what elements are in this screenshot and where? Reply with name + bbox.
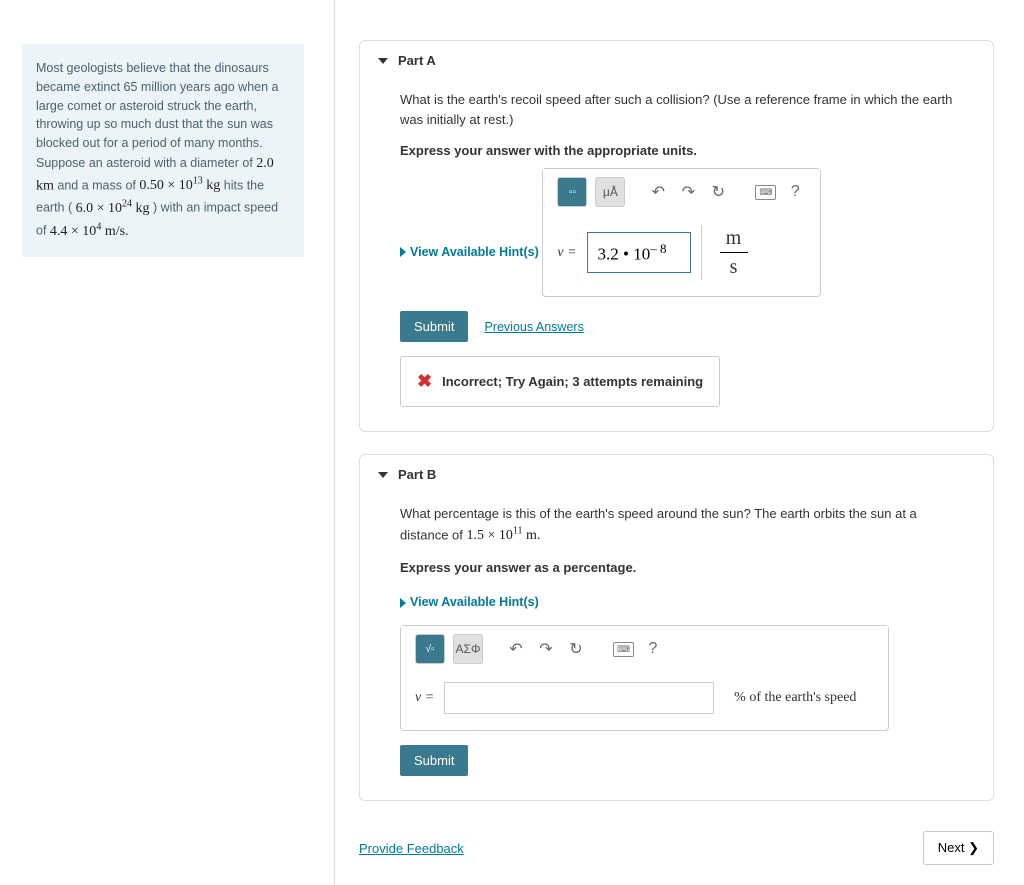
part-b-hints[interactable]: View Available Hint(s) <box>400 595 539 609</box>
part-a-question: What is the earth's recoil speed after s… <box>400 90 963 129</box>
var-label-b: v = <box>415 690 434 706</box>
greek-button[interactable]: ΑΣΦ <box>453 634 483 664</box>
caret-right-icon <box>400 598 406 608</box>
templates-button-b[interactable]: √▫ <box>415 634 445 664</box>
undo-icon[interactable]: ↶ <box>647 181 669 203</box>
help-icon[interactable]: ? <box>642 638 664 660</box>
help-icon[interactable]: ? <box>784 181 806 203</box>
part-b-express: Express your answer as a percentage. <box>400 560 963 575</box>
unit-box[interactable]: m s <box>701 225 798 280</box>
redo-icon[interactable]: ↷ <box>535 638 557 660</box>
provide-feedback-link[interactable]: Provide Feedback <box>359 841 464 856</box>
part-a-title: Part A <box>398 53 436 68</box>
part-b-block: Part B What percentage is this of the ea… <box>359 454 994 801</box>
part-a-express: Express your answer with the appropriate… <box>400 143 963 158</box>
x-icon: ✖ <box>417 371 432 392</box>
submit-button-a[interactable]: Submit <box>400 311 468 342</box>
incorrect-feedback: ✖ Incorrect; Try Again; 3 attempts remai… <box>400 356 720 407</box>
var-label-a: v = <box>557 245 576 261</box>
caret-down-icon <box>378 472 388 478</box>
top-links <box>359 0 994 18</box>
keyboard-icon[interactable]: ⌨ <box>755 185 776 200</box>
part-a-block: Part A What is the earth's recoil speed … <box>359 40 994 432</box>
previous-answers-link[interactable]: Previous Answers <box>484 320 583 334</box>
units-button[interactable]: μÅ <box>595 177 625 207</box>
next-button[interactable]: Next ❯ <box>923 831 994 865</box>
answer-input-a[interactable]: 3.2 • 10– 8 <box>587 232 691 274</box>
answer-frame-b: √▫ ΑΣΦ ↶ ↷ ↻ ⌨ ? v = % of the earth's sp… <box>400 625 889 731</box>
answer-frame-a: ▫▫ μÅ ↶ ↷ ↻ ⌨ ? v = 3.2 • 10– 8 <box>542 168 821 297</box>
submit-button-b[interactable]: Submit <box>400 745 468 776</box>
undo-icon[interactable]: ↶ <box>505 638 527 660</box>
redo-icon[interactable]: ↷ <box>677 181 699 203</box>
problem-statement: Most geologists believe that the dinosau… <box>22 44 304 257</box>
part-b-header[interactable]: Part B <box>360 455 993 494</box>
caret-down-icon <box>378 58 388 64</box>
suffix-label: % of the earth's speed <box>724 690 874 706</box>
answer-input-b[interactable] <box>444 682 714 714</box>
caret-right-icon <box>400 247 406 257</box>
reset-icon[interactable]: ↻ <box>707 181 729 203</box>
part-b-title: Part B <box>398 467 436 482</box>
templates-button[interactable]: ▫▫ <box>557 177 587 207</box>
part-a-header[interactable]: Part A <box>360 41 993 80</box>
part-b-question: What percentage is this of the earth's s… <box>400 504 963 546</box>
reset-icon[interactable]: ↻ <box>565 638 587 660</box>
keyboard-icon[interactable]: ⌨ <box>613 642 634 657</box>
part-a-hints[interactable]: View Available Hint(s) <box>400 245 539 259</box>
